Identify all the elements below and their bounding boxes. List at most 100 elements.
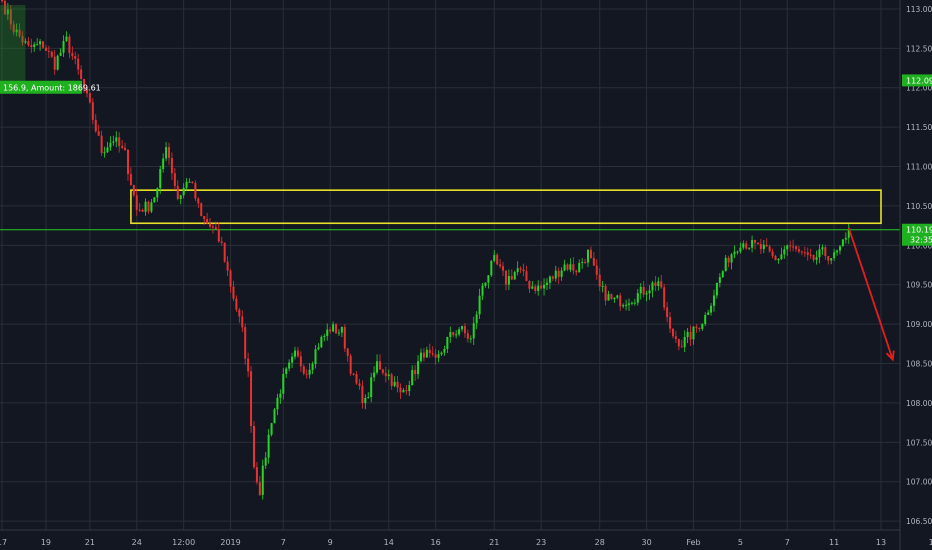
candle-body — [666, 307, 669, 318]
candle-body — [490, 260, 493, 276]
candle-body — [592, 258, 595, 266]
candle-body — [446, 337, 449, 349]
candle — [414, 365, 417, 382]
candle — [194, 180, 197, 202]
candle-body — [610, 294, 613, 300]
candle — [85, 87, 88, 98]
price-tick-label: 111.500 — [906, 123, 932, 132]
candle — [455, 330, 458, 339]
candle-body — [229, 270, 232, 287]
price-tick-label: 106.500 — [906, 517, 932, 526]
candle-body — [437, 354, 440, 358]
candle-body — [633, 302, 636, 304]
resistance-zone[interactable] — [130, 189, 882, 225]
candle — [44, 44, 47, 52]
candle — [150, 198, 153, 214]
candle — [566, 263, 569, 272]
candle-body — [276, 397, 279, 410]
candle — [121, 140, 124, 150]
candle-body — [774, 256, 777, 261]
candle-body — [754, 239, 757, 243]
candle — [795, 245, 798, 252]
forecast-arrow-head — [885, 350, 895, 362]
price-tick-label: 112.000 — [906, 84, 932, 93]
candle — [516, 261, 519, 276]
candle — [373, 366, 376, 382]
candle-body — [475, 314, 478, 324]
candle-body — [531, 286, 534, 289]
candle — [633, 298, 636, 306]
candle-body — [466, 333, 469, 339]
candle-body — [396, 381, 399, 388]
candle-body — [712, 295, 715, 306]
price-tick-label: 110.000 — [906, 241, 932, 250]
candle — [185, 177, 188, 191]
position-area — [0, 5, 26, 92]
candle-body — [584, 261, 587, 263]
candle-body — [841, 239, 844, 247]
candle — [581, 258, 584, 269]
candle — [282, 367, 285, 400]
candle-body — [408, 385, 411, 392]
candle — [129, 167, 132, 186]
candle-body — [378, 361, 381, 370]
candle — [56, 54, 59, 71]
candle — [504, 270, 507, 291]
candle — [317, 343, 320, 351]
candle — [211, 223, 214, 234]
candle — [258, 476, 261, 497]
candle-body — [639, 286, 642, 294]
candle-body — [291, 356, 294, 363]
candle-body — [830, 258, 833, 261]
candle — [91, 97, 94, 125]
candle — [739, 242, 742, 254]
candle-body — [387, 374, 390, 377]
candle-body — [9, 9, 12, 25]
candle — [551, 275, 554, 282]
candle — [821, 244, 824, 255]
candle-body — [209, 223, 212, 227]
candle — [616, 294, 619, 300]
candle — [326, 323, 329, 341]
candle — [701, 323, 704, 332]
candle-body — [94, 119, 97, 132]
candle-body — [812, 254, 815, 260]
candle-body — [557, 270, 560, 277]
candle-body — [320, 336, 323, 348]
time-tick-label: 21 — [489, 538, 499, 547]
candle — [487, 275, 490, 289]
candle-body — [768, 246, 771, 252]
candle — [97, 124, 100, 137]
candle — [65, 31, 68, 42]
candle-body — [481, 285, 484, 296]
candle — [182, 183, 185, 199]
candle-body — [42, 41, 45, 48]
candle-body — [786, 245, 789, 250]
candle — [21, 31, 24, 46]
candles — [1, 0, 850, 500]
time-tick-label: 2019 — [220, 538, 240, 547]
candle-body — [124, 147, 127, 150]
candle-body — [455, 334, 458, 336]
candle-body — [77, 58, 80, 70]
candle — [247, 352, 250, 378]
candle — [449, 326, 452, 343]
candle — [396, 376, 399, 393]
candle-body — [144, 201, 147, 212]
candle — [461, 325, 464, 332]
candle-body — [273, 409, 276, 424]
candle — [560, 267, 563, 281]
candle — [475, 311, 478, 330]
candle — [168, 142, 171, 165]
candle — [613, 297, 616, 303]
candle-body — [200, 203, 203, 217]
candle — [367, 392, 370, 399]
candle — [680, 339, 683, 348]
candle-body — [692, 326, 695, 340]
candle-body — [581, 261, 584, 264]
candle-body — [777, 259, 780, 261]
candle-body — [250, 371, 253, 426]
overlays: 156.9, Amount: 1869.61 — [0, 5, 895, 362]
